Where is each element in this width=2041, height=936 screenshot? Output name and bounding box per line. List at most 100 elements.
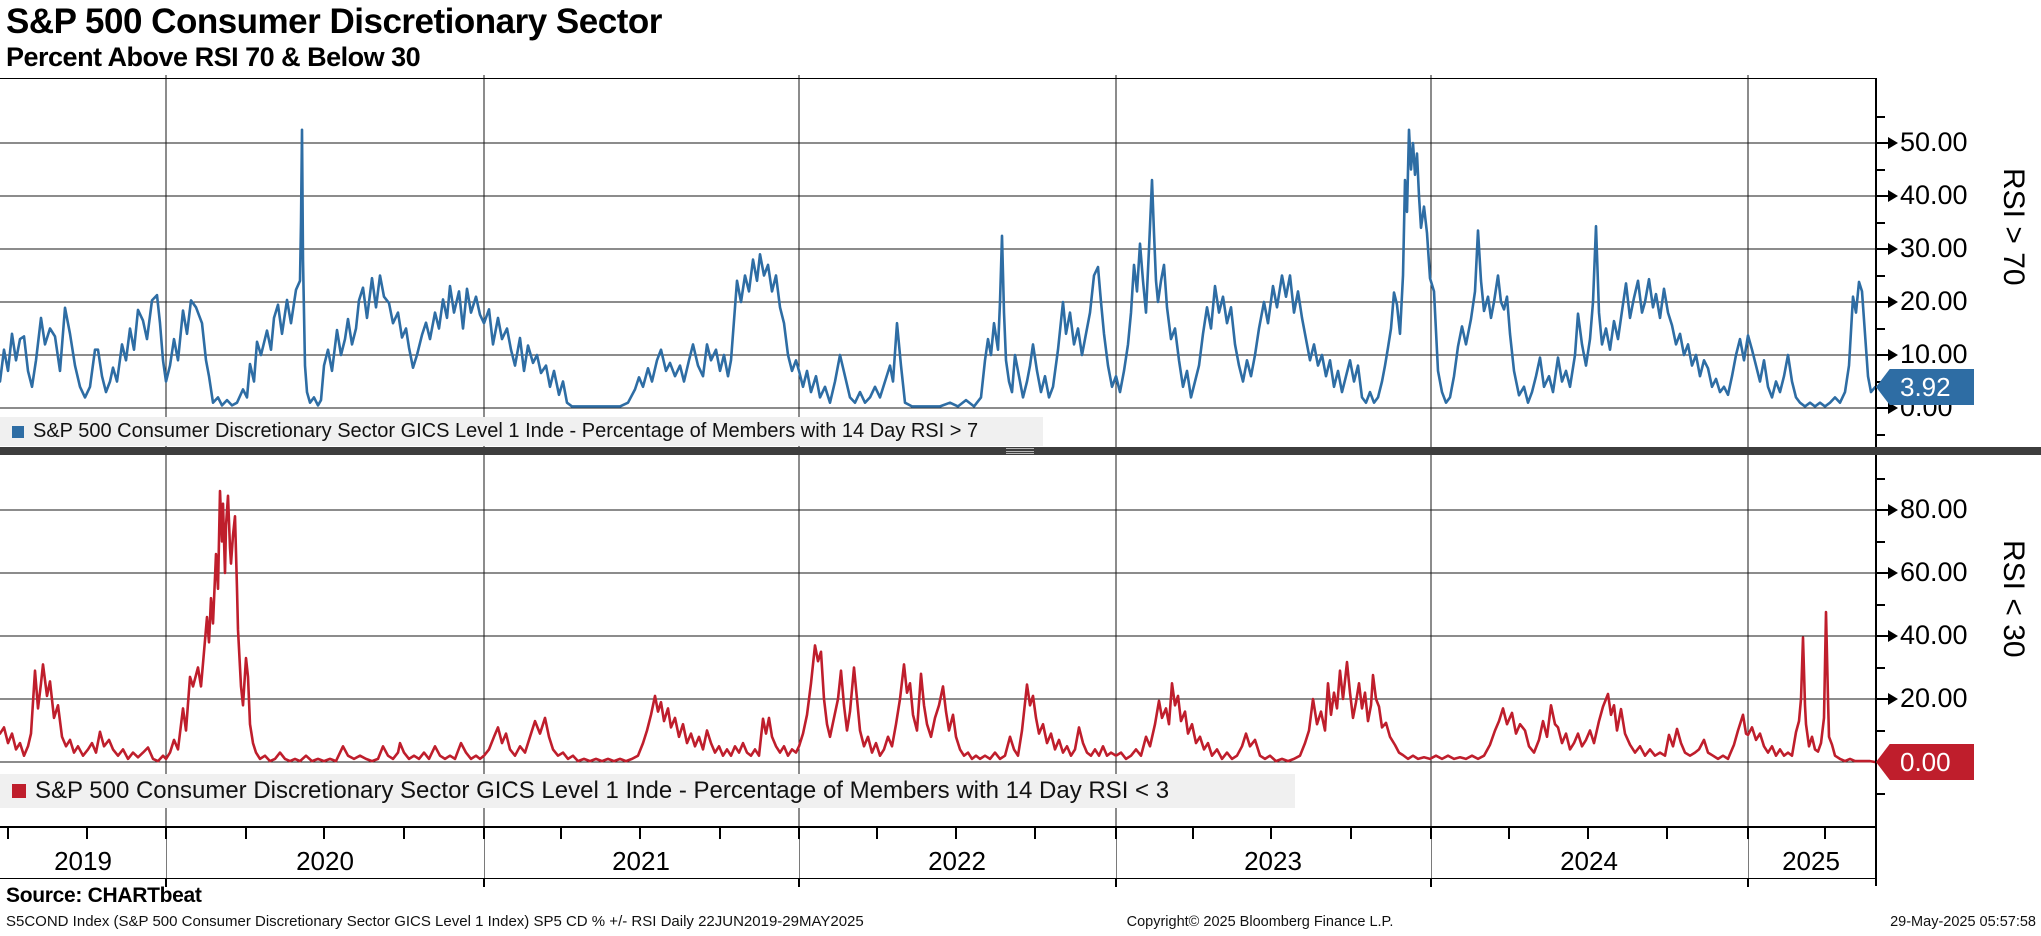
year-label: 2020: [296, 846, 354, 876]
quarter-tick: [1034, 828, 1036, 839]
axis-tick: [1877, 354, 1888, 356]
axis-tick-arrow-icon: [1888, 296, 1898, 308]
timestamp: 29-May-2025 05:57:58: [1890, 914, 2036, 930]
axis-minor-tick: [1877, 115, 1885, 118]
axis-tick: [1877, 509, 1888, 511]
x-axis-line: [0, 826, 1877, 828]
axis-tick-label: 40.00: [1900, 180, 1968, 210]
quarter-tick: [165, 828, 167, 839]
axis-tick: [1877, 698, 1888, 700]
year-separator: [1748, 828, 1749, 878]
quarter-tick: [1192, 828, 1194, 839]
quarter-tick: [86, 828, 88, 839]
year-boundary-tick: [483, 878, 485, 887]
year-label: 2021: [612, 846, 670, 876]
year-boundary-tick: [1747, 878, 1749, 887]
year-label: 2022: [928, 846, 986, 876]
source-label: Source: CHARTbeat: [6, 884, 202, 907]
quarter-tick: [483, 828, 485, 839]
quarter-tick: [1508, 828, 1510, 839]
legend-label: S&P 500 Consumer Discretionary Sector GI…: [33, 420, 979, 442]
right-axis-spine: [1875, 78, 1877, 886]
axis-tick-arrow-icon: [1888, 190, 1898, 202]
plot-top-border: [0, 78, 1877, 79]
year-label: 2023: [1244, 846, 1302, 876]
year-label: 2024: [1560, 846, 1618, 876]
copyright-notice: Copyright© 2025 Bloomberg Finance L.P.: [1126, 914, 1394, 930]
last-value-red: 0.00: [1900, 746, 1951, 777]
year-separator: [166, 828, 167, 878]
axis-tick: [1877, 407, 1888, 409]
axis-minor-tick: [1877, 603, 1885, 606]
axis-tick-arrow-icon: [1888, 402, 1898, 414]
quarter-tick: [1115, 828, 1117, 839]
year-boundary-tick: [1115, 878, 1117, 887]
rsi-above-70-panel[interactable]: [0, 75, 1878, 447]
year-separator: [1431, 828, 1432, 878]
year-boundary-tick: [798, 878, 800, 887]
legend-rsi-below-30[interactable]: S&P 500 Consumer Discretionary Sector GI…: [0, 774, 1295, 808]
axis-tick-label: 80.00: [1900, 494, 1968, 524]
axis-tick-label: 30.00: [1900, 233, 1968, 263]
axis-tick: [1877, 635, 1888, 637]
last-value-tag-red: 0.00: [1876, 744, 1974, 780]
axis-tick-label: 50.00: [1900, 127, 1968, 157]
axis-minor-tick: [1877, 477, 1885, 480]
year-separator: [484, 828, 485, 878]
quarter-tick: [955, 828, 957, 839]
quarter-tick: [1430, 828, 1432, 839]
quarter-tick: [1350, 828, 1352, 839]
axis-tick-arrow-icon: [1888, 567, 1898, 579]
quarter-tick: [560, 828, 562, 839]
quarter-tick: [245, 828, 247, 839]
axis-tick-label: 20.00: [1900, 286, 1968, 316]
axis-tick-arrow-icon: [1888, 693, 1898, 705]
axis-tick: [1877, 301, 1888, 303]
quarter-tick: [798, 828, 800, 839]
security-description: S5COND Index (S&P 500 Consumer Discretio…: [6, 913, 864, 930]
panel-divider-handle-icon[interactable]: [1006, 448, 1034, 454]
axis-minor-tick: [1877, 666, 1885, 669]
blue-series-swatch-icon: [12, 425, 24, 438]
quarter-tick: [1587, 828, 1589, 839]
last-value-blue: 3.92: [1900, 371, 1951, 402]
year-boundary-tick: [1430, 878, 1432, 887]
legend-rsi-above-70[interactable]: S&P 500 Consumer Discretionary Sector GI…: [0, 417, 1043, 446]
red-series-swatch-icon: [12, 784, 26, 798]
axis-tick-label: 20.00: [1900, 683, 1968, 713]
legend-label: S&P 500 Consumer Discretionary Sector GI…: [35, 777, 1170, 804]
quarter-tick: [639, 828, 641, 839]
quarter-tick: [1270, 828, 1272, 839]
quarter-tick: [1824, 828, 1826, 839]
axis-minor-tick: [1877, 274, 1885, 277]
axis-minor-tick: [1877, 221, 1885, 224]
x-axis-band-bottom-line: [0, 878, 1877, 879]
axis-minor-tick: [1877, 540, 1885, 543]
quarter-tick: [403, 828, 405, 839]
quarter-tick: [1666, 828, 1668, 839]
axis-tick-label: 40.00: [1900, 620, 1968, 650]
axis-minor-tick: [1877, 327, 1885, 330]
page-subtitle: Percent Above RSI 70 & Below 30: [6, 42, 421, 72]
quarter-tick: [1747, 828, 1749, 839]
page-title: S&P 500 Consumer Discretionary Sector: [6, 2, 662, 41]
axis-tick: [1877, 248, 1888, 250]
axis-tick-arrow-icon: [1888, 349, 1898, 361]
year-label: 2019: [54, 846, 112, 876]
axis-tick-label: 60.00: [1900, 557, 1968, 587]
axis-minor-tick: [1877, 168, 1885, 171]
axis-title-rsi-below-30: RSI < 30: [1997, 540, 2030, 658]
axis-tick: [1877, 572, 1888, 574]
quarter-tick: [719, 828, 721, 839]
axis-tick-arrow-icon: [1888, 243, 1898, 255]
quarter-tick: [7, 828, 9, 839]
axis-tick-arrow-icon: [1888, 137, 1898, 149]
rsi-below-30-panel[interactable]: [0, 455, 1878, 826]
axis-tick-arrow-icon: [1888, 504, 1898, 516]
axis-minor-tick: [1877, 792, 1885, 795]
year-separator: [1116, 828, 1117, 878]
axis-minor-tick: [1877, 433, 1885, 436]
axis-tick: [1877, 142, 1888, 144]
year-label: 2025: [1782, 846, 1840, 876]
